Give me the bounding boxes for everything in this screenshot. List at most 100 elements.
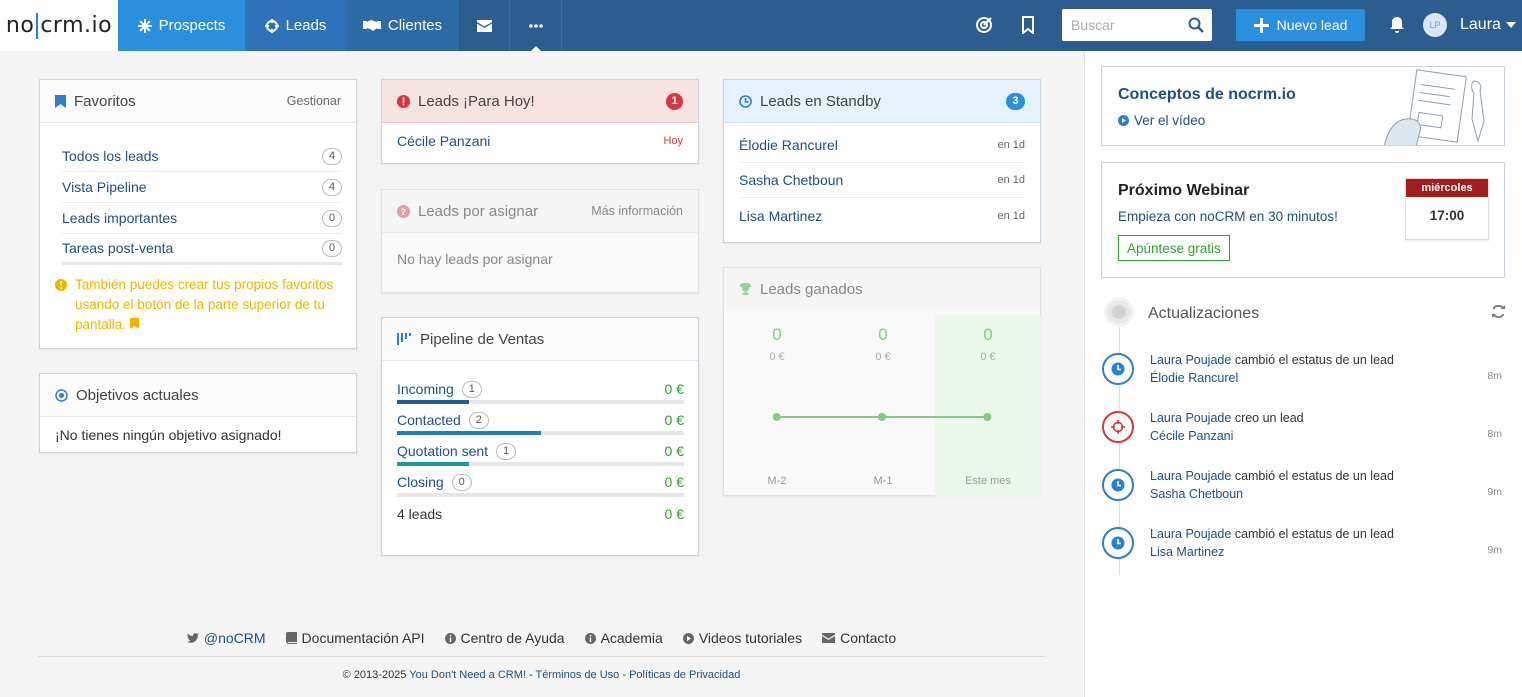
standby-leads-title: Leads en Standby [760,92,881,110]
pipeline-stage[interactable]: Closing 0 0 € [382,471,698,497]
avatar[interactable]: LP [1423,13,1447,37]
update-lead-link[interactable]: Élodie Rancurel [1150,371,1239,385]
lead-name[interactable]: Élodie Rancurel [739,137,838,153]
today-lead-row[interactable]: Cécile Panzani Hoy [382,123,698,158]
current-month-highlight [935,315,1041,497]
book-icon [285,632,297,644]
tagline-link[interactable]: You Don't Need a CRM! [409,669,526,681]
nav-more[interactable] [510,0,562,52]
favorite-item[interactable]: Todos los leads 4 [62,141,342,172]
nav-leads[interactable]: Leads [245,0,346,51]
update-lead-link[interactable]: Cécile Panzani [1150,429,1234,443]
update-badge [1102,469,1134,501]
lead-name[interactable]: Cécile Panzani [397,132,491,149]
update-lead-link[interactable]: Sasha Chetboun [1150,487,1244,501]
pipeline-total-label: 4 leads [397,506,443,522]
update-badge [1102,527,1134,559]
watch-video-link[interactable]: Ver el vídeo [1118,113,1205,128]
nav-prospects[interactable]: Prospects [118,0,245,51]
footer-help-link[interactable]: Centro de Ayuda [444,630,565,646]
nocrm-logo[interactable]: no crm.io [0,0,118,51]
footer-academy-label[interactable]: Academia [600,630,663,646]
lead-name[interactable]: Lisa Martinez [739,207,823,224]
new-lead-button[interactable]: Nuevo lead [1236,9,1365,41]
update-user-link[interactable]: Laura Poujade [1150,527,1232,541]
nav-clientes[interactable]: Clientes [346,0,459,51]
footer-help-label[interactable]: Centro de Ayuda [460,630,565,646]
play-circle-icon [1118,115,1129,126]
update-action: cambió el estatus de un lead [1234,469,1394,483]
nav-mail[interactable] [459,0,510,51]
refresh-icon[interactable] [1491,304,1506,319]
target-check-icon[interactable] [975,16,993,34]
update-action: cambió el estatus de un lead [1234,353,1394,367]
favorite-label[interactable]: Vista Pipeline [62,179,147,195]
favorites-manage-link[interactable]: Gestionar [286,94,341,108]
lead-name[interactable]: Sasha Chetboun [739,172,844,188]
favorite-label[interactable]: Todos los leads [62,148,159,164]
won-column: 0 0 € M-1 [830,315,936,497]
top-navbar: no crm.io Prospects Leads Clientes Buscar… [0,0,1522,52]
avatar-initials: LP [1429,20,1441,30]
stage-name[interactable]: Quotation sent [397,443,489,459]
footer-videos-label[interactable]: Videos tutoriales [698,630,803,646]
favorite-item[interactable]: Tareas post-venta 0 [62,234,342,265]
favorite-item[interactable]: Vista Pipeline 4 [62,172,342,203]
bell-icon[interactable] [1388,16,1406,34]
snowflake-icon [137,18,152,33]
footer-contact-link[interactable]: Contacto [822,630,896,646]
favorite-label[interactable]: Tareas post-venta [62,240,174,256]
stage-name[interactable]: Contacted [397,412,461,428]
webinar-signup-button[interactable]: Apúntese gratis [1118,235,1230,261]
search-icon[interactable] [1188,17,1204,33]
footer-api-link[interactable]: Documentación API [285,630,425,646]
standby-lead-row[interactable]: Sasha Chetboun en 1d [739,163,1025,198]
stage-value: 0 € [664,474,684,490]
concepts-card[interactable]: Conceptos de nocrm.io Ver el vídeo [1101,66,1505,146]
update-text: Laura Poujade creo un lead Cécile Panzani [1150,409,1304,445]
pipeline-stage[interactable]: Quotation sent 1 0 € [382,440,698,466]
pipeline-stage[interactable]: Incoming 1 0 € [382,378,698,404]
month-label: M-1 [873,475,893,487]
footer-api-label[interactable]: Documentación API [301,630,425,646]
standby-lead-row[interactable]: Élodie Rancurel en 1d [739,128,1025,163]
stage-progress-bar [397,493,684,497]
nav-clientes-label: Clientes [387,17,443,34]
favorite-item[interactable]: Leads importantes 0 [62,203,342,234]
footer-twitter-link[interactable]: @noCRM [186,630,266,646]
update-lead-link[interactable]: Lisa Martinez [1150,545,1225,559]
goals-empty: ¡No tienes ningún objetivo asignado! [40,417,356,452]
search-input[interactable]: Buscar [1062,9,1212,41]
timeline-head [1104,297,1134,327]
lead-due-tag: en 1d [997,209,1025,222]
footer-videos-link[interactable]: Videos tutoriales [682,630,803,646]
won-amount-label: 0 € [769,351,785,363]
favorite-label[interactable]: Leads importantes [62,210,178,226]
footer-twitter-label[interactable]: @noCRM [203,630,266,646]
user-menu[interactable]: Laura [1460,16,1516,34]
stage-count: 0 [451,473,472,491]
update-user-link[interactable]: Laura Poujade [1150,469,1232,483]
bookmark-icon[interactable] [1019,16,1037,34]
unassigned-empty: No hay leads por asignar [382,233,698,285]
clock-icon [1111,362,1125,376]
terms-link[interactable]: Términos de Uso [535,669,620,681]
standby-lead-row[interactable]: Lisa Martinez en 1d [739,198,1025,233]
more-info-link[interactable]: Más información [591,204,683,218]
pipeline-stage[interactable]: Contacted 2 0 € [382,409,698,435]
footer-contact-label[interactable]: Contacto [840,630,897,646]
update-user-link[interactable]: Laura Poujade [1150,353,1232,367]
pipeline-total-value: 0 € [664,506,684,522]
privacy-link[interactable]: Políticas de Privacidad [629,669,741,681]
play-circle-icon [682,632,694,644]
concepts-title[interactable]: Conceptos de nocrm.io [1118,86,1296,103]
nav-leads-label: Leads [285,17,327,34]
watch-video-label[interactable]: Ver el vídeo [1134,113,1206,128]
stage-count: 1 [496,442,517,460]
footer-academy-link[interactable]: Academia [584,630,663,646]
update-user-link[interactable]: Laura Poujade [1150,411,1232,425]
stage-name[interactable]: Incoming [397,381,454,397]
stage-name[interactable]: Closing [397,474,444,490]
active-caret [530,46,542,52]
today-leads-badge: 1 [666,92,683,110]
